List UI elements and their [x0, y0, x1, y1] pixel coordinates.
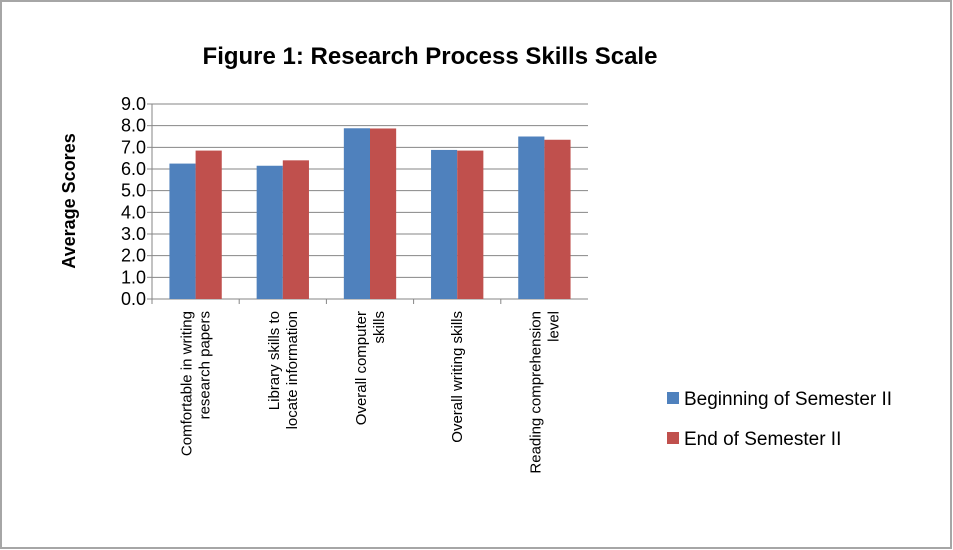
y-tick-label: 0.0 [121, 289, 146, 309]
x-tick-label: Overall computerskills [353, 311, 388, 425]
bar [256, 165, 283, 299]
y-tick-label: 8.0 [121, 116, 146, 136]
bar [370, 128, 397, 299]
y-tick-label: 2.0 [121, 246, 146, 266]
legend-swatch [667, 432, 679, 444]
bar [343, 128, 370, 299]
bar [518, 136, 545, 299]
y-axis-label: Average Scores [59, 133, 79, 268]
bar [282, 160, 309, 299]
y-tick-label: 3.0 [121, 224, 146, 244]
x-tick-label: Reading comprehensionlevel [527, 311, 562, 474]
y-tick-label: 5.0 [121, 181, 146, 201]
legend-label: End of Semester II [684, 429, 841, 450]
y-tick-label: 9.0 [121, 94, 146, 114]
y-tick-label: 7.0 [121, 137, 146, 157]
bar [431, 149, 458, 299]
bar [457, 150, 484, 299]
legend-swatch [667, 392, 679, 404]
y-tick-label: 4.0 [121, 202, 146, 222]
y-tick-label: 1.0 [121, 267, 146, 287]
bar [195, 150, 222, 299]
y-tick-label: 6.0 [121, 159, 146, 179]
x-tick-label: Overall writing skills [449, 311, 466, 443]
legend-label: Beginning of Semester II [684, 389, 892, 410]
bar [544, 139, 571, 299]
bar [169, 163, 196, 299]
chart-title: Figure 1: Research Process Skills Scale [203, 43, 658, 70]
x-tick-label: Comfortable in writingresearch papers [179, 311, 214, 456]
x-tick-label: Library skills tolocate information [266, 311, 301, 429]
